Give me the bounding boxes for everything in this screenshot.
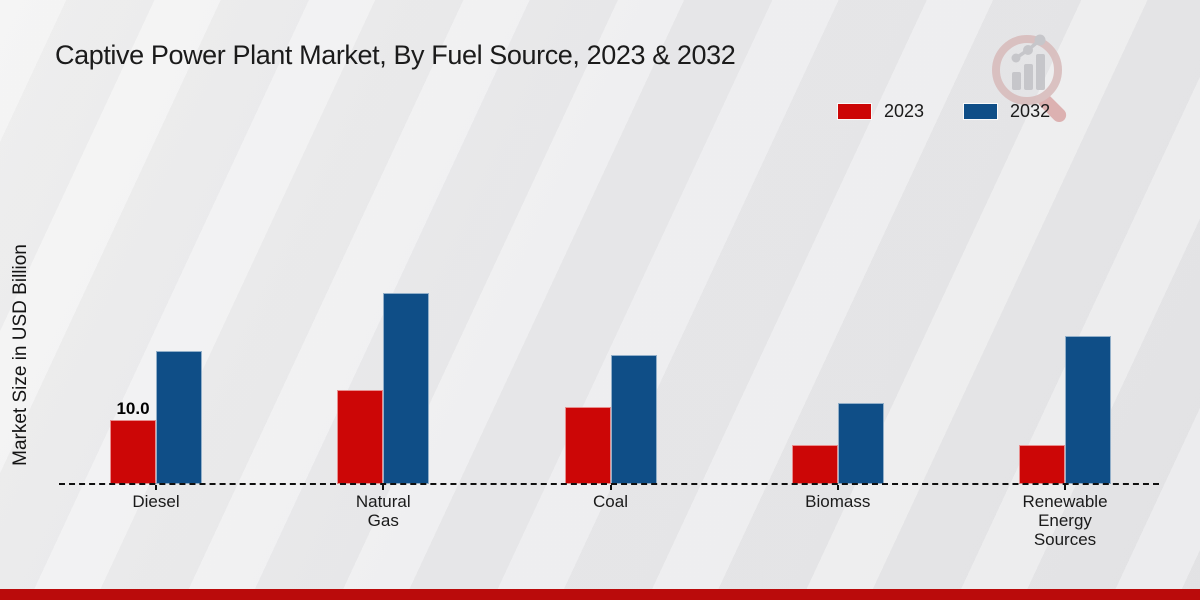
x-axis-tick-natural-gas (382, 485, 385, 490)
x-axis-tick-renewable-energy-sources (1064, 485, 1066, 490)
x-axis-tick-coal (609, 485, 612, 490)
category-label-coal: Coal (593, 492, 628, 511)
legend-swatch-2032 (964, 104, 998, 119)
x-axis-tick-diesel (155, 485, 157, 490)
chart-title: Captive Power Plant Market, By Fuel Sour… (55, 40, 736, 70)
bar-2023-diesel (110, 420, 156, 484)
bar-2032-coal (610, 354, 657, 484)
bar-2032-natural-gas (383, 292, 430, 484)
legend-item-2023: 2023 (838, 101, 924, 122)
growth-bars-icon (1011, 34, 1046, 90)
legend-label-2032: 2032 (1010, 101, 1051, 121)
bar-2023-coal (564, 407, 611, 484)
y-axis-label: Market Size in USD Billion (10, 244, 31, 466)
footer-accent-band (0, 589, 1200, 600)
legend-swatch-2023 (838, 104, 871, 119)
category-label-natural-gas: Natural Gas (355, 492, 411, 530)
bar-2032-biomass (837, 403, 884, 484)
x-axis-tick-biomass (836, 485, 839, 490)
legend-label-2023: 2023 (884, 101, 925, 121)
category-label-biomass: Biomass (805, 492, 871, 511)
legend-item-2032: 2032 (964, 101, 1050, 122)
category-label-renewable-energy-sources: Renewable Energy Sources (1022, 492, 1108, 549)
bar-2023-renewable-energy-sources (1019, 445, 1065, 484)
category-label-diesel: Diesel (132, 492, 180, 511)
bar-2032-diesel (156, 351, 202, 484)
bar-value-label: 10.0 (116, 399, 150, 419)
bar-2023-natural-gas (337, 389, 384, 484)
bar-2023-biomass (791, 445, 838, 484)
x-axis-baseline (59, 483, 1159, 485)
magnifier-growth-chart-logo (992, 34, 1067, 123)
bar-2032-renewable-energy-sources (1065, 336, 1111, 484)
magnifier-icon (992, 35, 1067, 123)
legend: 2023 2032 (838, 101, 1050, 122)
